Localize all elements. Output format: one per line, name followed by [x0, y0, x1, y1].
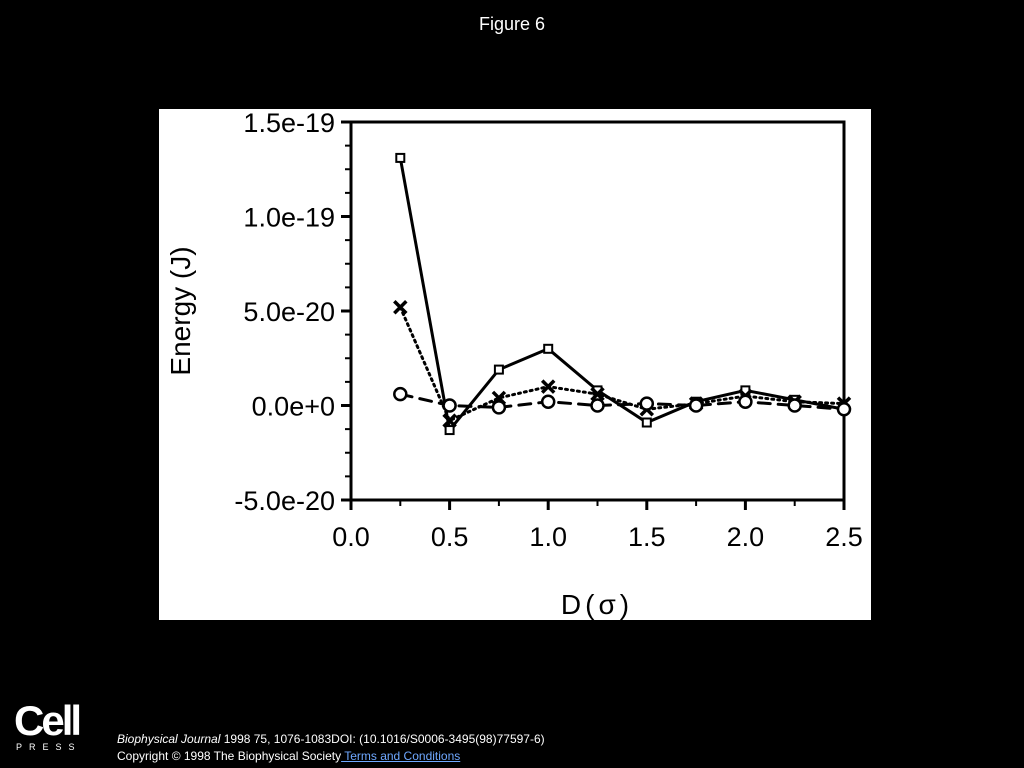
y-tick-label: -5.0e-20 — [234, 486, 335, 516]
series-line-dashed — [398, 392, 846, 411]
y-minor-ticks — [345, 144, 351, 478]
y-tick-label: 1.0e-19 — [243, 203, 335, 233]
circle-marker — [787, 398, 802, 413]
x-ticks: 0.0 0.5 1.0 1.5 2.0 2.5 — [332, 500, 863, 552]
y-tick-label: 1.5e-19 — [243, 109, 335, 138]
x-tick-label: 2.5 — [825, 522, 863, 552]
square-marker — [395, 152, 406, 163]
cell-press-logo: Cell PRESS — [14, 697, 84, 753]
x-tick-label: 2.0 — [727, 522, 765, 552]
cross-marker — [590, 386, 605, 402]
x-tick-label: 0.5 — [431, 522, 469, 552]
plot-frame — [349, 120, 846, 502]
series-layer — [393, 152, 852, 436]
y-tick-label: 0.0e+0 — [252, 392, 335, 422]
circle-marker — [540, 394, 556, 409]
x-tick-label: 1.5 — [628, 522, 666, 552]
cross-marker — [393, 299, 408, 315]
logo-subtitle: PRESS — [16, 742, 82, 752]
copyright-line: Copyright © 1998 The Biophysical Society… — [117, 749, 460, 763]
circle-marker — [491, 400, 507, 415]
series-solid-square — [395, 152, 849, 436]
copyright-text: Copyright © 1998 The Biophysical Society — [117, 749, 342, 763]
circle-marker — [590, 398, 605, 413]
x-axis-label: D(σ) — [561, 589, 633, 620]
energy-chart: 1.5e-191.0e-195.0e-200.0e+0-5.0e-20 0.0 0… — [165, 109, 863, 620]
square-marker — [444, 425, 455, 436]
circle-marker — [639, 396, 655, 411]
y-tick-label: 5.0e-20 — [243, 297, 335, 327]
series-line-solid — [398, 156, 846, 434]
y-ticks: 1.5e-19 1.0e-19 5.0e-20 0.0e+0 -5.0e-20 — [234, 109, 351, 516]
square-marker — [543, 343, 554, 354]
journal-name: Biophysical Journal — [117, 732, 221, 746]
circle-marker — [738, 394, 753, 409]
cross-marker — [442, 413, 457, 428]
cross-marker — [540, 379, 556, 394]
logo-wordmark: Cell — [14, 697, 82, 744]
circle-marker — [688, 398, 704, 413]
series-dashed-circle — [393, 386, 852, 417]
circle-marker — [393, 386, 408, 402]
citation-line: Biophysical Journal 1998 75, 1076-1083DO… — [117, 732, 545, 746]
series-line-dotted — [398, 305, 846, 423]
citation-details: 1998 75, 1076-1083DOI: (10.1016/S0006-34… — [220, 732, 545, 746]
figure-title: Figure 6 — [478, 14, 546, 34]
circle-marker — [442, 398, 457, 413]
terms-and-conditions-link[interactable]: Terms and Conditions — [341, 749, 461, 763]
x-tick-label: 0.0 — [332, 522, 370, 552]
x-tick-label: 1.0 — [529, 522, 567, 552]
y-axis-label: Energy (J) — [165, 246, 196, 375]
figure-panel: 1.5e-19 1.0e-19 5.0e-20 0.0e+0 -5.0e-20 0.0 0… — [159, 109, 871, 620]
square-marker — [493, 364, 504, 375]
circle-marker — [836, 402, 852, 417]
square-marker — [641, 417, 652, 428]
